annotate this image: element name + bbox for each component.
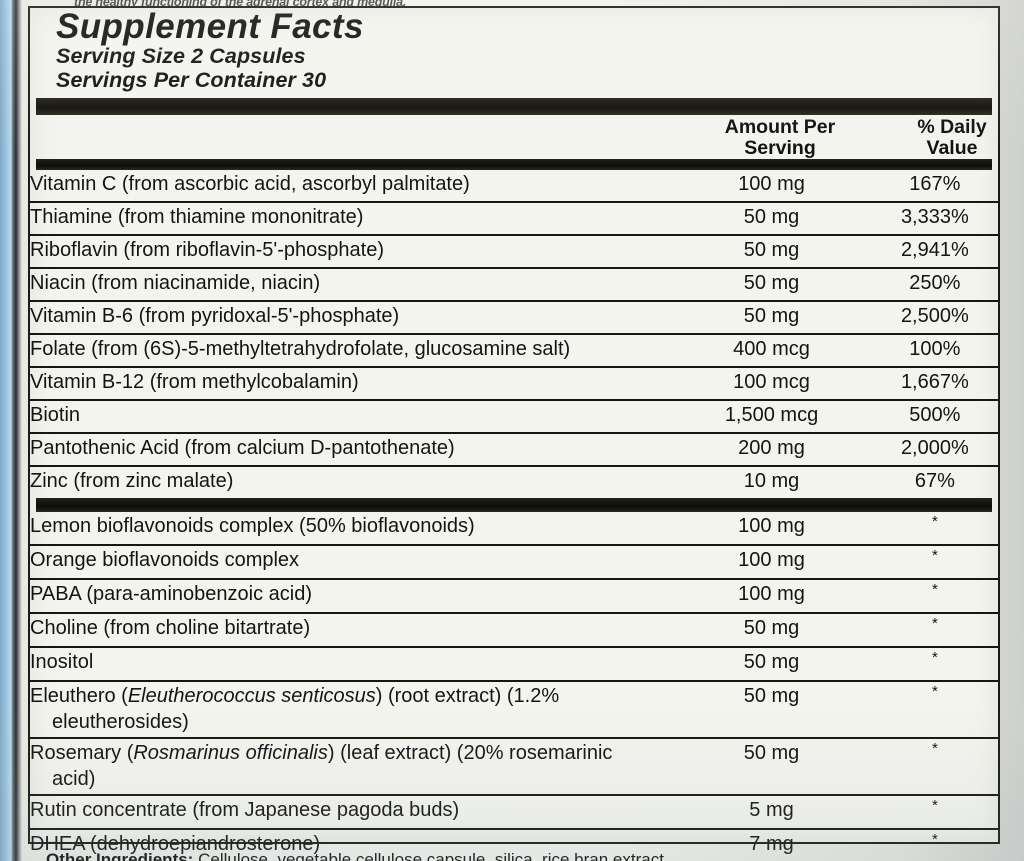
- amount-per-serving: 50 mg: [671, 737, 872, 796]
- column-header-amount: Amount Per Serving: [724, 115, 836, 159]
- nutrient-table: Vitamin C (from ascorbic acid, ascorbyl …: [30, 169, 998, 498]
- table-row: Inositol 50 mg *: [30, 646, 998, 682]
- ingredient-name: PABA (para-aminobenzoic acid): [30, 578, 672, 614]
- table-row: DHEA (dehydroepiandrosterone) 7 mg *: [30, 828, 998, 861]
- daily-value: 2,941%: [871, 234, 998, 269]
- table-row: Lemon bioflavonoids complex (50% bioflav…: [30, 511, 998, 546]
- table-row: PABA (para-aminobenzoic acid) 100 mg *: [30, 578, 998, 614]
- page-title: Supplement Facts: [56, 7, 364, 46]
- daily-value-asterisk: *: [871, 737, 998, 796]
- rule-thick-under-title: [36, 97, 992, 115]
- amount-per-serving: 100 mg: [671, 169, 872, 203]
- amount-per-serving: 200 mg: [671, 432, 872, 467]
- ingredient-name: Vitamin C (from ascorbic acid, ascorbyl …: [30, 169, 672, 203]
- daily-value: 500%: [871, 399, 998, 434]
- rule-under-column-headers: [36, 158, 992, 170]
- clipped-marketing-text: the healthy functioning of the adrenal c…: [74, 0, 407, 9]
- amount-per-serving: 50 mg: [671, 234, 872, 269]
- botanical-name: Eleutherococcus senticosus: [127, 684, 376, 707]
- daily-value: 2,500%: [871, 300, 998, 335]
- amount-per-serving: 50 mg: [671, 680, 872, 739]
- daily-value-asterisk: *: [871, 828, 998, 861]
- amount-per-serving: 100 mg: [671, 511, 872, 546]
- daily-value: 3,333%: [871, 201, 998, 236]
- table-row: Vitamin B-12 (from methylcobalamin) 100 m…: [30, 366, 998, 401]
- ingredient-name: Rutin concentrate (from Japanese pagoda …: [30, 794, 672, 830]
- table-row: Rosemary (Rosmarinus officinalis) (leaf …: [30, 737, 998, 796]
- supplement-facts-panel: Supplement Facts Serving Size 2 Capsules…: [28, 6, 1000, 861]
- daily-value-asterisk: *: [871, 612, 998, 648]
- table-row: Orange bioflavonoids complex 100 mg *: [30, 544, 998, 580]
- table-row: Rutin concentrate (from Japanese pagoda …: [30, 794, 998, 830]
- table-row: Vitamin C (from ascorbic acid, ascorbyl …: [30, 169, 998, 203]
- botanical-name: Rosmarinus officinalis: [133, 741, 328, 764]
- ingredient-name: Vitamin B-12 (from methylcobalamin): [30, 366, 672, 401]
- other-ingredients-text: Cellulose, vegetable cellulose capsule, …: [193, 850, 664, 861]
- ingredient-name-continuation: acid): [52, 767, 96, 790]
- ingredient-name: Niacin (from niacinamide, niacin): [30, 267, 672, 302]
- amount-per-serving: 10 mg: [743, 469, 800, 492]
- daily-value: 100%: [871, 333, 998, 368]
- ingredient-name: Choline (from choline bitartrate): [30, 612, 672, 648]
- table-row: Niacin (from niacinamide, niacin) 50 mg 25…: [30, 267, 998, 302]
- daily-value-asterisk: *: [871, 544, 998, 580]
- ingredient-name: Lemon bioflavonoids complex (50% bioflav…: [30, 511, 672, 546]
- serving-size-text: Serving Size 2 Capsules: [56, 43, 306, 68]
- amount-per-serving: 50 mg: [671, 267, 872, 302]
- other-ingredients-clipped: Other Ingredients: Cellulose, vegetable …: [46, 850, 986, 861]
- ingredient-name: Inositol: [30, 646, 672, 682]
- ingredient-name: Biotin: [30, 399, 672, 434]
- table-row: Zinc (from zinc malate) 10 mg 67%: [30, 466, 998, 498]
- amount-per-serving: 7 mg: [671, 828, 872, 861]
- amount-per-serving: 50 mg: [671, 612, 872, 648]
- daily-value: 2,000%: [871, 432, 998, 467]
- ingredient-name: Thiamine (from thiamine mononitrate): [30, 201, 672, 236]
- daily-value: 1,667%: [871, 366, 998, 401]
- column-header-daily-value: % Daily Value: [917, 115, 987, 159]
- amount-per-serving: 400 mcg: [671, 333, 872, 368]
- table-row: Thiamine (from thiamine mononitrate) 50 m…: [30, 201, 998, 236]
- daily-value: 67%: [914, 469, 955, 492]
- other-ingredients-label: Other Ingredients:: [46, 850, 194, 861]
- ingredient-name: Zinc (from zinc malate): [30, 469, 234, 492]
- ingredient-name: Pantothenic Acid (from calcium D-pantoth…: [30, 432, 672, 467]
- table-row: Eleuthero (Eleutherococcus senticosus) (…: [30, 680, 998, 739]
- table-row: Pantothenic Acid (from calcium D-pantoth…: [30, 432, 998, 467]
- amount-per-serving: 100 mg: [671, 578, 872, 614]
- amount-per-serving: 5 mg: [671, 794, 872, 830]
- amount-per-serving: 50 mg: [671, 646, 872, 682]
- daily-value: 250%: [871, 267, 998, 302]
- table-row: Riboflavin (from riboflavin-5'-phosphate…: [30, 234, 998, 269]
- ingredient-name: Riboflavin (from riboflavin-5'-phosphate…: [30, 234, 672, 269]
- amount-per-serving: 50 mg: [671, 201, 872, 236]
- table-row: Choline (from choline bitartrate) 50 mg *: [30, 612, 998, 648]
- ingredient-name: Eleuthero (Eleutherococcus senticosus) (…: [30, 680, 672, 739]
- table-row: Biotin 1,500 mcg 500%: [30, 399, 998, 434]
- ingredient-name: Rosemary (Rosmarinus officinalis) (leaf …: [30, 737, 672, 796]
- servings-per-container-text: Servings Per Container 30: [56, 67, 327, 92]
- blend-table: Lemon bioflavonoids complex (50% bioflav…: [30, 511, 998, 861]
- section-divider-bar: [36, 497, 992, 512]
- table-row: Folate (from (6S)-5-methyltetrahydrofola…: [30, 333, 998, 368]
- amount-per-serving: 1,500 mcg: [671, 399, 872, 434]
- ingredient-name: DHEA (dehydroepiandrosterone): [30, 828, 672, 861]
- amount-per-serving: 50 mg: [671, 300, 872, 335]
- ingredient-name: Vitamin B-6 (from pyridoxal-5'-phosphate…: [30, 300, 672, 335]
- daily-value-asterisk: *: [871, 646, 998, 682]
- daily-value: 167%: [871, 169, 998, 203]
- daily-value-asterisk: *: [871, 680, 998, 739]
- amount-per-serving: 100 mcg: [671, 366, 872, 401]
- daily-value-asterisk: *: [871, 511, 998, 546]
- panel-title-block: Supplement Facts Serving Size 2 Capsules…: [30, 8, 998, 92]
- ingredient-name: Folate (from (6S)-5-methyltetrahydrofola…: [30, 333, 672, 368]
- ingredient-name: Orange bioflavonoids complex: [30, 544, 672, 580]
- daily-value-asterisk: *: [871, 794, 998, 830]
- ingredient-name-continuation: eleutherosides): [52, 710, 189, 733]
- table-row: Vitamin B-6 (from pyridoxal-5'-phosphate…: [30, 300, 998, 335]
- daily-value-asterisk: *: [871, 578, 998, 614]
- amount-per-serving: 100 mg: [671, 544, 872, 580]
- column-headers: Amount Per Serving % Daily Value: [30, 115, 998, 159]
